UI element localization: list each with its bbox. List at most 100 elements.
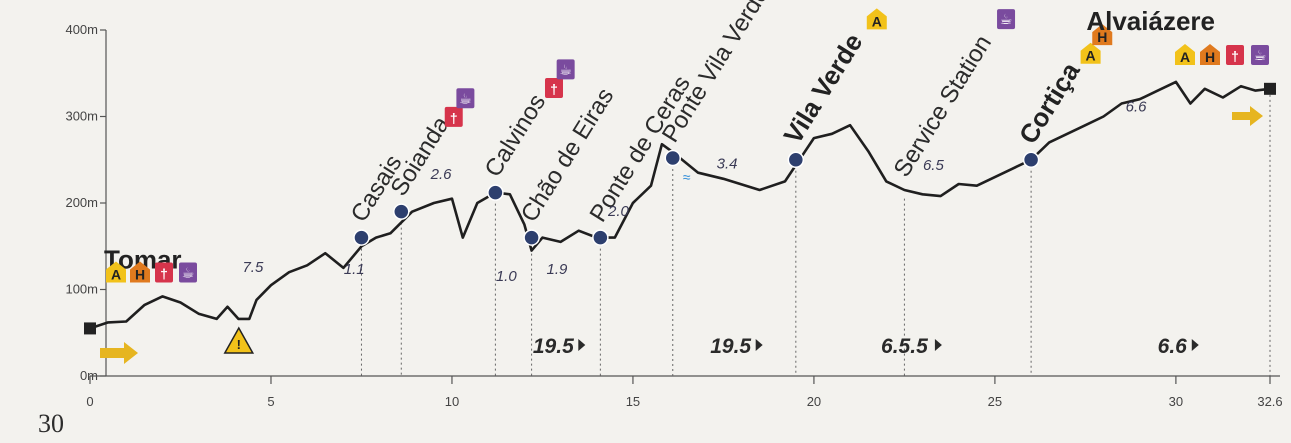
waypoint-markers (84, 82, 1276, 335)
section-totals: 19.5 19.5 6.5.5 6.6 (533, 335, 1199, 358)
waypoint-dot (487, 184, 504, 201)
accommodation-icon-shape (1175, 44, 1195, 65)
x-tick-label: 15 (626, 394, 640, 409)
section-total-label: 6.5.5 (881, 335, 928, 358)
waypoint-dot (1022, 151, 1040, 168)
x-tick-label: 32.6 (1257, 394, 1282, 409)
y-tick-label: 0m (80, 368, 98, 383)
accommodation-icon: A (866, 8, 887, 30)
section-total-label: 19.5 (710, 335, 751, 358)
hostel-icon: H (1092, 24, 1113, 46)
waypoint-dot (787, 151, 805, 168)
cafe-icon-glyph: ☕ (182, 265, 195, 281)
section-arrow-icon (578, 339, 586, 351)
x-tick-label: 10 (445, 394, 459, 409)
x-tick-label: 0 (86, 394, 93, 409)
endpoint-square (1264, 82, 1276, 95)
cafe-icon: ☕ (179, 262, 197, 283)
waypoint-label: Alvaiázere (1086, 6, 1215, 36)
hostel-icon: H (130, 261, 150, 283)
cafe-icon-glyph: ☕ (459, 90, 472, 106)
x-tick-label: 25 (988, 394, 1002, 409)
section-arrow-icon (755, 339, 763, 351)
segment-distance-label: 7.5 (242, 259, 264, 276)
hostel-icon-shape (130, 261, 150, 283)
cafe-icon-glyph: ☕ (1254, 47, 1267, 63)
cafe-icon-shape (556, 59, 575, 80)
warning-icon (223, 326, 255, 354)
accommodation-icon-shape (1080, 42, 1101, 64)
restaurant-icon-glyph: † (450, 110, 458, 126)
direction-arrow-icon (100, 342, 138, 364)
waypoint-dot (592, 229, 609, 246)
segment-distance-label: 2.0 (607, 203, 630, 220)
cafe-icon: ☕ (1251, 45, 1269, 65)
hostel-icon-glyph: H (135, 267, 145, 283)
accommodation-icon-glyph: A (872, 13, 882, 29)
segment-distance-label: 1.1 (344, 261, 365, 278)
endpoint-square (84, 322, 96, 335)
restaurant-icon: † (1226, 45, 1244, 65)
restaurant-icon-glyph: † (160, 266, 168, 282)
hostel-icon-glyph: H (1097, 29, 1107, 45)
cafe-icon-glyph: ☕ (1000, 11, 1013, 27)
river-icon: ≈ (683, 169, 691, 185)
restaurant-icon: † (544, 78, 563, 99)
cafe-icon: ☕ (997, 9, 1016, 30)
cafe-icon-shape (997, 9, 1016, 30)
cafe-icon-shape (1251, 45, 1269, 65)
waypoint-guides (360, 94, 1271, 376)
restaurant-icon-shape (444, 106, 463, 127)
cafe-icon-shape (456, 88, 475, 109)
direction-arrow-icon (1232, 106, 1263, 126)
waypoint-dot (664, 149, 682, 167)
cafe-icon: ☕ (556, 59, 575, 80)
accommodation-icon: A (1080, 42, 1101, 64)
cafe-icon-glyph: ☕ (559, 61, 572, 77)
elevation-profile-line (89, 80, 1271, 330)
restaurant-icon-shape (1226, 45, 1244, 65)
restaurant-icon: † (444, 106, 463, 127)
accommodation-icon-glyph: A (111, 267, 121, 283)
segment-distance-label: 2.6 (430, 166, 453, 183)
hostel-icon-glyph: H (1205, 49, 1215, 65)
section-arrow-icon (934, 339, 942, 351)
restaurant-icon-glyph: † (550, 81, 558, 97)
segment-distance-label: 1.9 (547, 261, 569, 278)
page-number: 30 (38, 409, 64, 438)
hostel-icon: H (1200, 44, 1220, 65)
y-tick-label: 300m (65, 109, 98, 124)
x-tick-label: 5 (267, 394, 274, 409)
y-tick-label: 400m (65, 22, 98, 37)
cafe-icon: ☕ (456, 88, 475, 109)
accommodation-icon: A (1175, 44, 1195, 65)
segment-distance-label: 3.4 (717, 155, 738, 172)
cafe-icon-shape (179, 262, 197, 283)
accommodation-icon: A (106, 261, 126, 283)
hostel-icon-shape (1200, 44, 1220, 65)
profile-area (89, 80, 1271, 330)
waypoint-dot (353, 229, 370, 246)
x-tick-label: 30 (1169, 394, 1183, 409)
waypoint-label: Cortiça (1013, 57, 1086, 149)
waypoint-dot (393, 203, 410, 220)
segment-distance-label: 6.6 (1126, 98, 1148, 115)
hostel-icon-shape (1092, 24, 1113, 46)
accommodation-icon-shape (106, 261, 126, 283)
waypoint-dot (523, 229, 540, 246)
accommodation-icon-shape (866, 8, 887, 30)
decorations: !≈ (100, 106, 1263, 364)
axes: 0m 100m 200m 300m 400m 0 5 10 15 20 25 30 32.6 (65, 22, 1282, 409)
segment-distances: 7.5 1.1 2.6 1.0 1.9 2.0 3.4 6.5 6.6 (242, 98, 1147, 285)
restaurant-icon-glyph: † (1231, 48, 1239, 64)
waypoint-label: Calvinos (480, 89, 552, 181)
section-total-label: 19.5 (533, 335, 574, 358)
section-arrow-icon (1191, 339, 1199, 351)
restaurant-icon: † (155, 262, 173, 283)
x-tick-label: 20 (807, 394, 821, 409)
section-total-label: 6.6 (1158, 335, 1188, 358)
y-tick-label: 100m (65, 282, 98, 297)
